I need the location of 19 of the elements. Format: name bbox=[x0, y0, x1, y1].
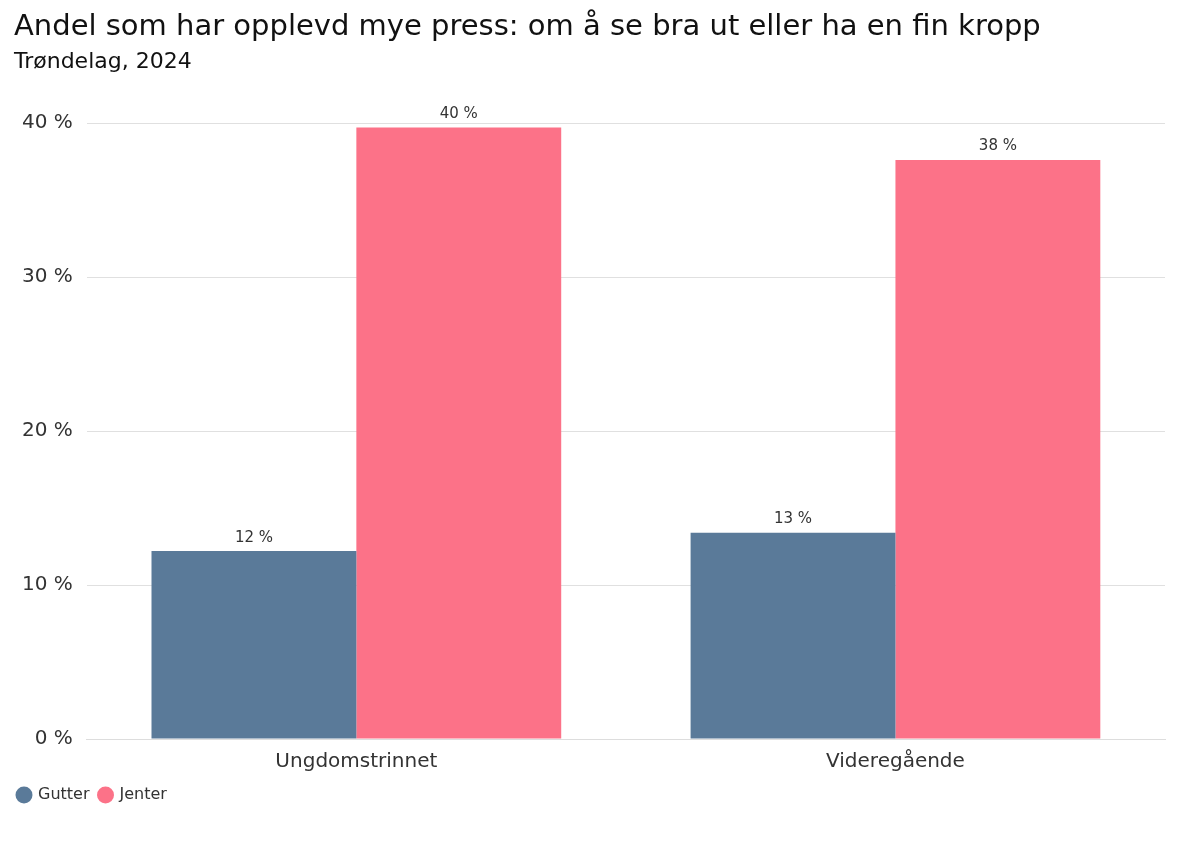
data-label: 13 % bbox=[773, 509, 813, 528]
bar bbox=[151, 551, 357, 739]
y-tick-label: 10 % bbox=[22, 571, 73, 596]
bar bbox=[895, 159, 1101, 739]
legend-label: Jenter bbox=[118, 784, 168, 804]
y-tick-label: 0 % bbox=[34, 725, 73, 750]
y-tick-label: 20 % bbox=[22, 417, 73, 442]
chart-title: Andel som har opplevd mye press: om å se bra ut eller ha en fin kropp bbox=[14, 8, 1042, 42]
data-label: 40 % bbox=[439, 104, 478, 123]
legend-label: Gutter bbox=[38, 784, 90, 804]
x-tick-label: Videregående bbox=[826, 748, 965, 773]
y-tick-label: 40 % bbox=[22, 109, 73, 134]
bar bbox=[690, 532, 896, 739]
chart-subtitle: Trøndelag, 2024 bbox=[14, 48, 193, 73]
bar bbox=[356, 127, 562, 739]
y-tick-label: 30 % bbox=[22, 263, 73, 288]
x-tick-label: Ungdomstrinnet bbox=[275, 748, 438, 773]
data-label: 12 % bbox=[234, 527, 273, 546]
data-label: 38 % bbox=[978, 136, 1017, 155]
